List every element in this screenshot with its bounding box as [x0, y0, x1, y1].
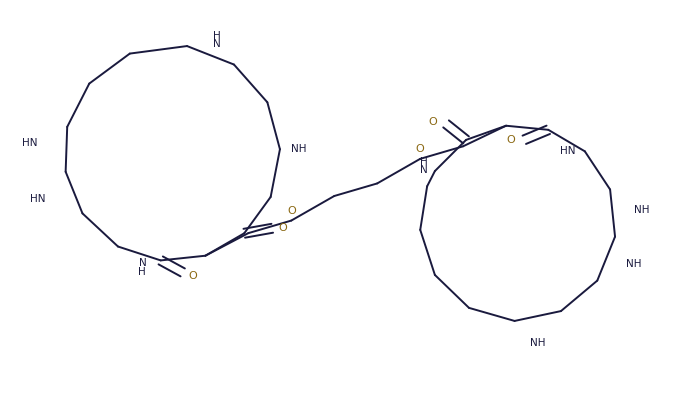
- Text: N: N: [139, 258, 147, 268]
- Text: H: H: [213, 31, 221, 41]
- Text: H: H: [420, 157, 428, 167]
- Text: NH: NH: [634, 205, 650, 214]
- Text: O: O: [278, 223, 286, 233]
- Text: O: O: [188, 271, 197, 281]
- Text: N: N: [213, 39, 221, 49]
- Text: O: O: [428, 117, 437, 127]
- Text: NH: NH: [626, 259, 642, 269]
- Text: HN: HN: [30, 194, 46, 204]
- Text: NH: NH: [530, 339, 546, 348]
- Text: N: N: [420, 165, 428, 175]
- Text: O: O: [287, 205, 295, 216]
- Text: NH: NH: [291, 144, 306, 154]
- Text: O: O: [416, 144, 425, 154]
- Text: HN: HN: [21, 138, 37, 148]
- Text: H: H: [139, 267, 146, 277]
- Text: O: O: [506, 135, 515, 145]
- Text: HN: HN: [561, 146, 576, 156]
